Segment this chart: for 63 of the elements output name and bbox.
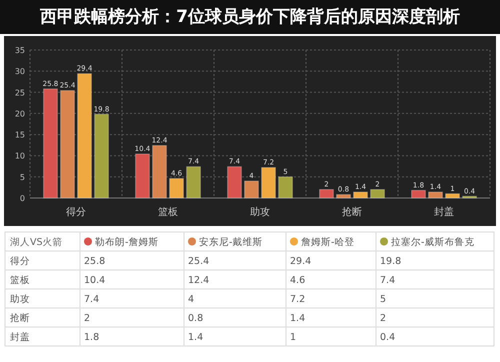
x-tick-label: 得分 [66, 206, 86, 218]
bar [445, 193, 460, 198]
y-tick-label: 10 [14, 152, 25, 161]
data-label: 2 [380, 313, 386, 324]
legend-label: 詹姆斯-哈登 [301, 236, 354, 248]
bar [186, 166, 201, 198]
bar [43, 88, 58, 198]
category-label: 封盖 [10, 331, 30, 343]
data-label: 1.4 [290, 313, 306, 324]
legend-label: 拉塞尔-威斯布鲁克 [391, 236, 474, 248]
data-label: 1.8 [84, 332, 100, 343]
data-label: 7.2 [290, 294, 306, 305]
legend-label: 勒布朗-詹姆斯 [95, 236, 158, 248]
data-label: 19.8 [380, 256, 402, 267]
data-label: 0.8 [188, 313, 204, 324]
y-tick-label: 25 [14, 88, 25, 98]
data-label: 12.4 [188, 275, 210, 286]
data-label: 4 [188, 294, 194, 305]
category-label: 篮板 [10, 274, 30, 286]
x-tick-label: 篮板 [158, 206, 178, 218]
bar [336, 194, 351, 198]
x-tick-label: 抢断 [342, 206, 362, 218]
data-label: 7.4 [380, 275, 396, 286]
y-tick-label: 35 [14, 46, 25, 55]
legend-label: 安东尼-戴维斯 [199, 236, 262, 248]
bar [411, 190, 426, 198]
x-tick-label: 封盖 [434, 206, 454, 218]
y-tick-label: 5 [20, 172, 25, 182]
y-tick-label: 0 [20, 194, 25, 203]
bar [278, 176, 293, 198]
data-label: 7.4 [84, 294, 100, 305]
data-label: 2 [84, 313, 90, 324]
bar [353, 192, 368, 198]
legend-title: 湖人VS火箭 [10, 236, 63, 248]
y-tick-label: 20 [14, 109, 25, 118]
bar [60, 90, 75, 198]
bar [319, 189, 334, 198]
bar [227, 166, 242, 198]
bar [169, 178, 184, 198]
data-label: 25.4 [188, 256, 210, 267]
bar [428, 192, 443, 198]
data-label: 29.4 [290, 256, 312, 267]
data-label: 0.4 [380, 332, 396, 343]
bar [244, 180, 259, 198]
data-label: 1.4 [188, 332, 204, 343]
bar [261, 167, 276, 198]
bar [370, 189, 385, 198]
bar [77, 73, 92, 198]
category-label: 得分 [10, 255, 30, 267]
data-label: 5 [380, 294, 386, 305]
data-label: 10.4 [84, 275, 106, 286]
data-label: 1 [290, 332, 296, 343]
category-label: 抢断 [10, 312, 30, 324]
bar [94, 114, 109, 198]
bar [152, 145, 167, 198]
data-label: 25.8 [84, 256, 106, 267]
y-tick-label: 15 [14, 130, 25, 140]
y-tick-label: 30 [14, 67, 25, 76]
data-label: 4.6 [290, 275, 306, 286]
x-tick-label: 助攻 [250, 206, 270, 218]
bar [135, 154, 150, 198]
chart-title: 西甲跌幅榜分析：7位球员身价下降背后的原因深度剖析 [0, 0, 500, 34]
category-label: 助攻 [10, 293, 30, 305]
